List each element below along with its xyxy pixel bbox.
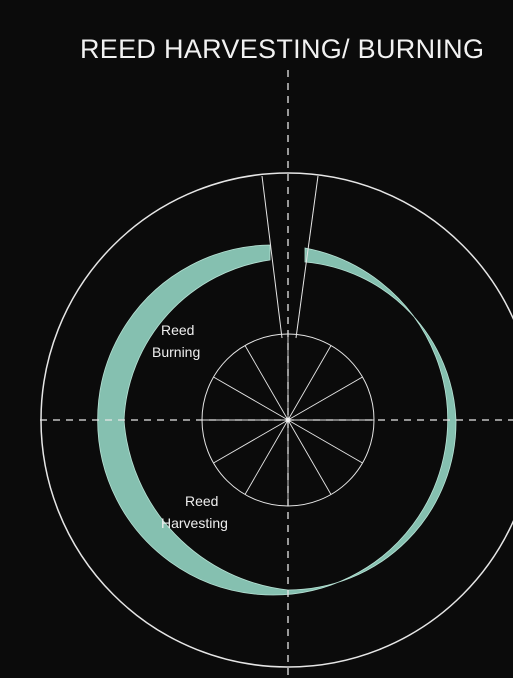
reed-crescent: [97, 244, 457, 596]
spoke: [287, 345, 332, 421]
reed-burning-label-line2: Burning: [152, 344, 200, 360]
spoke: [213, 419, 289, 464]
spoke: [244, 419, 289, 495]
reed-harvesting-label-line2: Harvesting: [161, 515, 228, 531]
spoke: [213, 376, 289, 421]
spoke: [244, 345, 289, 421]
reed-burning-label-line1: Reed: [161, 322, 194, 338]
diagram-title: REED HARVESTING/ BURNING: [80, 34, 485, 64]
wedge-line-left: [261, 175, 283, 339]
reed-harvesting-label-line1: Reed: [185, 493, 218, 509]
spoke: [287, 419, 363, 464]
spokes: [202, 334, 374, 506]
center-point: [285, 417, 291, 423]
wedge-line-right: [295, 175, 319, 339]
spoke: [287, 419, 332, 495]
spoke: [287, 376, 363, 421]
